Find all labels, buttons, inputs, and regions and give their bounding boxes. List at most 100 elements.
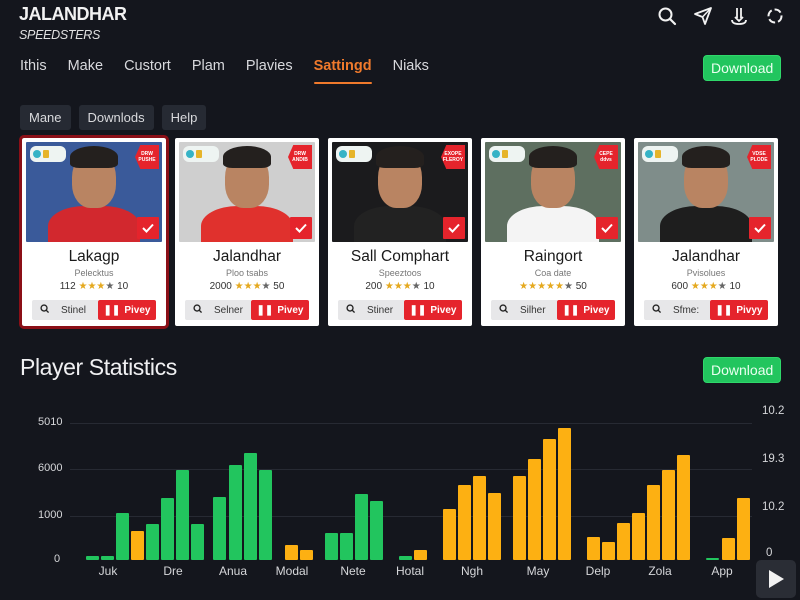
card-secondary-label: Stiner [367,304,394,316]
chart-bar [285,545,298,560]
card-actions: Stiner ❚❚ Pivey [338,300,462,320]
corner-badge: CEPE ddvs [594,145,618,169]
brand-title: JALANDHAR [19,4,127,24]
star-icon: ★ [690,281,700,292]
chart-bar [587,537,600,560]
star-icon: ★ [528,281,538,292]
chart-bar [473,476,486,560]
player-card[interactable]: VDSE PLODE Jalandhar Pvisolues 600 ★★★★ … [634,138,778,326]
player-rating: 600 ★★★★ 10 [638,281,774,292]
card-play-button[interactable]: ❚❚ Pivey [251,300,309,320]
player-rating: 112 ★★★★ 10 [26,281,162,292]
pause-icon: ❚❚ [562,304,580,316]
top-icon-bar [656,5,786,27]
search-icon [499,304,509,316]
card-play-button[interactable]: ❚❚ Pivyy [710,300,768,320]
card-secondary-label: Silher [520,304,546,316]
stats-download-button[interactable]: Download [703,357,782,383]
rating-right: 10 [729,281,741,292]
team-logo-icon [30,146,66,162]
star-icon: ★ [708,281,718,292]
star-icon: ★ [393,281,403,292]
card-play-button[interactable]: ❚❚ Pivey [404,300,462,320]
y-tick-left: 5010 [38,416,63,428]
check-icon[interactable] [596,217,618,239]
card-actions: Stinel ❚❚ Pivey [32,300,156,320]
send-icon[interactable] [692,5,714,27]
search-icon [40,304,50,316]
player-card[interactable]: CEPE ddvs Raingort Coa date ★★★★★★ 50 Si… [481,138,625,326]
check-icon[interactable] [749,217,771,239]
chart-bar [543,439,556,560]
y-tick-left: 1000 [38,509,63,521]
subtab-help[interactable]: Help [161,105,207,130]
chart-bar [647,485,660,560]
x-tick-label: May [526,564,550,578]
header-download-button[interactable]: Download [703,55,782,81]
card-play-button[interactable]: ❚❚ Pivey [557,300,615,320]
search-icon [652,304,662,316]
card-play-button[interactable]: ❚❚ Pivey [98,300,156,320]
card-secondary-button[interactable]: Selner [185,300,251,320]
nav-item-plavies[interactable]: Plavies [245,58,293,74]
x-tick-label: Juk [98,564,118,578]
rating-right: 50 [273,281,285,292]
check-icon[interactable] [443,217,465,239]
team-logo-icon [642,146,678,162]
nav-item-custort[interactable]: Custort [124,58,171,74]
card-secondary-button[interactable]: Stinel [32,300,98,320]
rating-left: 2000 [209,281,232,292]
play-icon [769,570,784,588]
player-photo: DRW PUSHE [26,142,162,242]
chart-bar [131,531,144,560]
chart-bar [101,556,114,560]
brand-subtitle: SPEEDSTERS [19,28,101,42]
nav-item-ithis[interactable]: Ithis [20,58,47,74]
player-card[interactable]: EXOPE FLEROY Sall Comphart Speeztoos 200… [328,138,472,326]
player-name: Jalandhar [671,248,741,265]
download-arrow-icon[interactable] [728,5,750,27]
card-secondary-label: Selner [214,304,243,316]
x-tick-label: App [711,564,733,578]
player-card[interactable]: DRW PUSHE Lakagp Pelecktus 112 ★★★★ 10 S… [19,135,169,329]
chart-bar [443,509,456,560]
y-tick-left: 6000 [38,462,63,474]
section-title: Player Statistics [20,354,177,380]
star-icon: ★ [519,281,529,292]
star-icon: ★ [537,281,547,292]
rating-left: 200 [365,281,383,292]
card-secondary-button[interactable]: Sfme: [644,300,710,320]
card-secondary-button[interactable]: Stiner [338,300,404,320]
nav-item-niaks[interactable]: Niaks [392,58,429,74]
x-tick-label: Hotal [395,564,425,578]
nav-item-make[interactable]: Make [67,58,104,74]
pause-icon: ❚❚ [256,304,274,316]
x-tick-label: Nete [340,564,366,578]
player-cards: DRW PUSHE Lakagp Pelecktus 112 ★★★★ 10 S… [19,135,778,329]
player-name: Raingort [523,248,583,265]
star-icon: ★ [563,281,573,292]
subtab-mane[interactable]: Mane [20,105,71,130]
star-icon: ★ [699,281,709,292]
chart-bar [722,538,735,560]
chart-bar [617,523,630,560]
rating-left: 600 [671,281,689,292]
chart-bar [355,494,368,560]
chart-bar [528,459,541,560]
subtab-downloads[interactable]: Downlods [78,105,154,130]
check-icon[interactable] [290,217,312,239]
star-icon: ★ [105,281,115,292]
x-tick-label: Zola [648,564,672,578]
nav-item-sattingd[interactable]: Sattingd [313,58,372,84]
settings-icon[interactable] [764,5,786,27]
search-icon[interactable] [656,5,678,27]
player-card[interactable]: DRW ANDIB Jalandhar Ploo tsabs 2000 ★★★★… [175,138,319,326]
corner-badge: DRW PUSHE [135,145,159,169]
check-icon[interactable] [137,217,159,239]
chart-bar [86,556,99,560]
card-secondary-button[interactable]: Silher [491,300,557,320]
nav-item-plam[interactable]: Plam [191,58,225,74]
chart-bar [513,476,526,560]
play-button[interactable] [756,560,796,598]
x-tick-label: Anua [218,564,248,578]
